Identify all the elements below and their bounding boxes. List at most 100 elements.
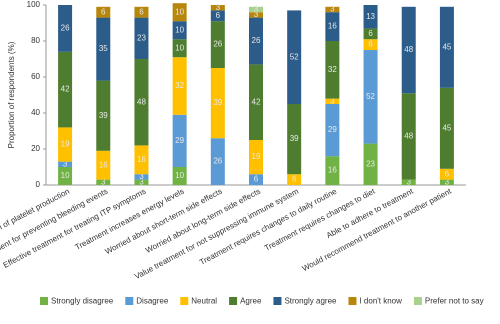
value-label: 6 — [292, 175, 297, 184]
legend-swatch — [229, 297, 238, 305]
bar-segment — [249, 6, 263, 13]
y-tick-label: 40 — [31, 108, 40, 117]
bar-segment — [134, 174, 149, 180]
bar-segment — [96, 80, 111, 151]
bar-segment — [58, 167, 73, 185]
value-label: 16 — [328, 22, 337, 31]
legend-label: Strongly agree — [284, 297, 337, 306]
bar-segment — [401, 6, 416, 94]
bar-segment — [363, 5, 378, 29]
legend-label: Agree — [240, 297, 262, 306]
value-label: 3 — [101, 177, 106, 186]
bar-segment — [134, 17, 149, 60]
value-label: 10 — [175, 171, 184, 180]
bar-segment — [363, 50, 378, 144]
bar-segment — [172, 114, 187, 167]
value-label: 3 — [139, 177, 144, 186]
value-label: 3 — [407, 177, 412, 186]
legend-swatch — [125, 297, 134, 305]
y-axis-label: Proportion of respondents (%) — [7, 41, 16, 148]
bar-segment — [325, 104, 340, 157]
value-label: 6 — [139, 7, 144, 16]
bar-segment — [363, 39, 378, 50]
bar-segment — [249, 64, 263, 140]
value-label: 10 — [175, 43, 184, 52]
value-label: 6 — [254, 175, 259, 184]
bar-segment — [96, 150, 111, 180]
bar-segment — [210, 10, 225, 22]
bar-segment — [172, 167, 187, 185]
bar-segment — [363, 143, 378, 185]
value-label: 48 — [404, 45, 413, 54]
value-label: 10 — [175, 7, 184, 16]
value-label: 3 — [330, 96, 335, 105]
value-label: 3 — [216, 3, 221, 12]
value-label: 26 — [61, 24, 70, 33]
value-label: 10 — [175, 25, 184, 34]
value-label: 23 — [366, 159, 375, 168]
value-label: 3 — [139, 172, 144, 181]
legend-label: Disagree — [136, 297, 169, 306]
bar-segment — [58, 127, 73, 162]
bar-segment — [249, 17, 263, 65]
legend-label: Strongly disagree — [51, 297, 114, 306]
bar-segment — [134, 145, 149, 175]
value-label: 32 — [175, 81, 184, 90]
legend-swatch — [40, 297, 48, 305]
x-tick-label: Effective treatment for treating ITP sym… — [2, 187, 148, 270]
bar-segment — [325, 41, 340, 99]
legend-label: Neutral — [191, 297, 217, 306]
value-label: 16 — [328, 166, 337, 175]
bar-segment — [249, 140, 263, 175]
value-label: 6 — [101, 7, 106, 16]
bar-segment — [439, 6, 454, 88]
bar-segment — [439, 87, 454, 169]
value-label: 52 — [290, 52, 299, 61]
value-label: 39 — [290, 134, 299, 143]
value-label: 48 — [404, 132, 413, 141]
value-label: 45 — [442, 42, 451, 51]
bar-segment — [287, 104, 302, 175]
value-label: 52 — [366, 92, 375, 101]
bar-segment — [58, 161, 73, 167]
value-label: 16 — [137, 155, 146, 164]
value-label: 3 — [254, 5, 259, 14]
value-label: 16 — [99, 160, 108, 169]
value-label: 26 — [213, 40, 222, 49]
y-tick-label: 60 — [31, 72, 40, 81]
value-label: 45 — [442, 123, 451, 132]
bar-segment — [134, 6, 149, 18]
bar-segment — [249, 12, 263, 18]
value-label: 23 — [137, 33, 146, 42]
legend-swatch — [180, 297, 189, 305]
value-label: 39 — [213, 98, 222, 107]
value-label: 6 — [368, 29, 373, 38]
bar-segment — [96, 6, 111, 18]
bar-segment — [210, 68, 225, 139]
bar-segment — [325, 6, 340, 13]
bar-segment — [363, 28, 378, 40]
value-label: 6 — [368, 40, 373, 49]
bar-segment — [134, 179, 149, 185]
bar-segment — [325, 12, 340, 41]
value-label: 19 — [252, 152, 261, 161]
value-label: 3 — [330, 5, 335, 14]
bar-segment — [58, 51, 73, 128]
value-label: 6 — [216, 11, 221, 20]
bar-segment — [401, 93, 416, 180]
value-label: 3 — [63, 159, 68, 168]
legend-swatch — [273, 297, 282, 305]
value-label: 26 — [213, 157, 222, 166]
bar-segment — [210, 138, 225, 185]
value-label: 48 — [137, 97, 146, 106]
bar-segment — [401, 179, 416, 185]
y-tick-label: 80 — [31, 36, 40, 45]
bar-segment — [210, 5, 225, 11]
bar-segment — [439, 179, 454, 185]
value-label: 10 — [61, 171, 70, 180]
value-label: 13 — [366, 12, 375, 21]
bar-segment — [172, 39, 187, 58]
bar-segment — [210, 21, 225, 68]
bar-segment — [287, 10, 302, 104]
